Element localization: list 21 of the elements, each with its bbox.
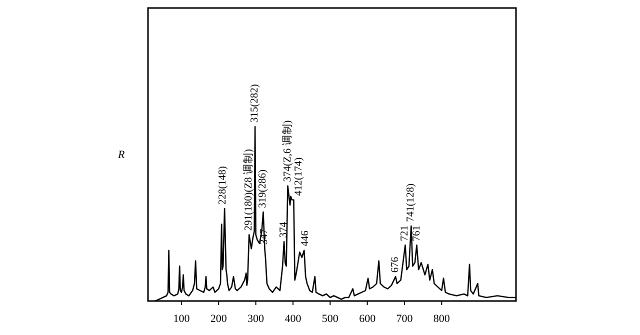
- annotation: 374(Z,6 调制): [280, 120, 294, 182]
- annotation: 319(286): [258, 169, 269, 208]
- x-tick-label: 800: [433, 313, 450, 325]
- x-tick-label: 500: [322, 313, 339, 325]
- x-tick-label: 400: [284, 313, 302, 325]
- annotation: 721: [400, 225, 411, 242]
- y-axis-title: R: [117, 149, 125, 161]
- annotation: 315(282): [250, 84, 261, 123]
- x-tick-label: 700: [396, 313, 414, 325]
- annotation: 741(128): [406, 183, 417, 222]
- annotation: 761: [411, 225, 422, 242]
- x-tick-label: 200: [210, 313, 228, 325]
- annotation: 374: [278, 221, 290, 238]
- annotation: 228(148): [218, 166, 229, 205]
- annotation: 446: [300, 230, 312, 246]
- x-tick-label: 300: [248, 313, 265, 325]
- annotation: 291(180)(Z8 调制): [242, 148, 255, 231]
- x-tick-label: 600: [359, 313, 376, 325]
- annotation: 412(174): [293, 156, 304, 196]
- x-tick-label: 100: [173, 313, 190, 325]
- annotation: 676: [390, 256, 402, 273]
